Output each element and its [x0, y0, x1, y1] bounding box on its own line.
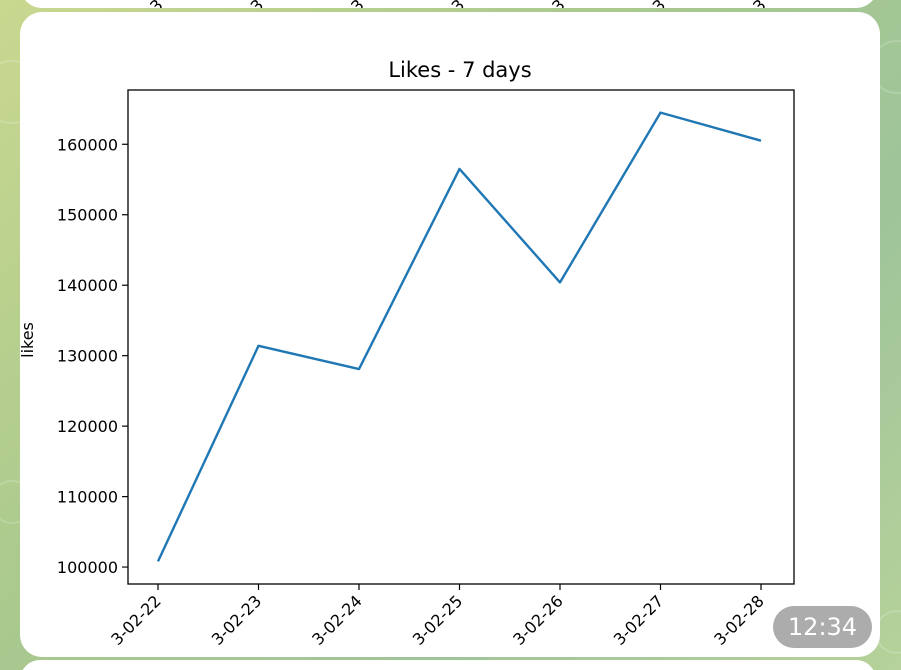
chart-title: Likes - 7 days	[388, 58, 531, 82]
previous-tick-fragment: 3	[448, 0, 469, 8]
chart-message-bubble[interactable]: Likes - 7 days 100000 110000 120000 130000 1…	[20, 12, 880, 657]
x-tick-label: 3-02-23	[208, 591, 266, 649]
x-tick-label: 3-02-26	[509, 591, 567, 649]
previous-tick-fragment: 3	[247, 0, 268, 8]
y-tick-label: 100000	[57, 558, 118, 577]
x-tick-label: 3-02-25	[409, 591, 467, 649]
previous-tick-fragment: 3	[347, 0, 368, 8]
line-chart: Likes - 7 days 1000001100001200001300001…	[20, 58, 795, 649]
y-tick-label: 120000	[57, 417, 118, 436]
plot-frame	[127, 89, 795, 585]
y-tick-label: 150000	[57, 206, 118, 225]
message-timestamp: 12:34	[773, 606, 872, 648]
y-tick-label: 140000	[57, 276, 118, 295]
y-tick-label: 110000	[57, 488, 118, 507]
previous-tick-fragment: 3	[146, 0, 167, 8]
previous-tick-fragment: 3	[548, 0, 569, 8]
x-tick-label: 3-02-22	[107, 591, 165, 649]
x-tick-label: 3-02-27	[610, 591, 668, 649]
next-message-bubble[interactable]	[20, 660, 876, 670]
x-tick-label: 3-02-28	[710, 591, 768, 649]
series-line	[156, 111, 762, 562]
likes-series	[156, 111, 762, 562]
previous-tick-fragment: 3	[749, 0, 770, 8]
x-tick-label: 3-02-24	[308, 591, 366, 649]
previous-tick-fragment: 3	[649, 0, 670, 8]
y-tick-label: 130000	[57, 347, 118, 366]
y-axis-label: likes	[20, 322, 37, 358]
y-axis: 100000 110000 120000 130000 140000 150000 1600…	[57, 135, 128, 577]
previous-message-bubble[interactable]: 3 3 3 3 3 3 3	[20, 0, 878, 8]
y-tick-label: 160000	[57, 135, 118, 154]
previous-chart-fragment: 3 3 3 3 3 3 3	[146, 0, 770, 8]
x-axis: 3-02-22 3-02-23 3-02-24 3-02-25 3-02-26 3-02-…	[107, 584, 768, 649]
